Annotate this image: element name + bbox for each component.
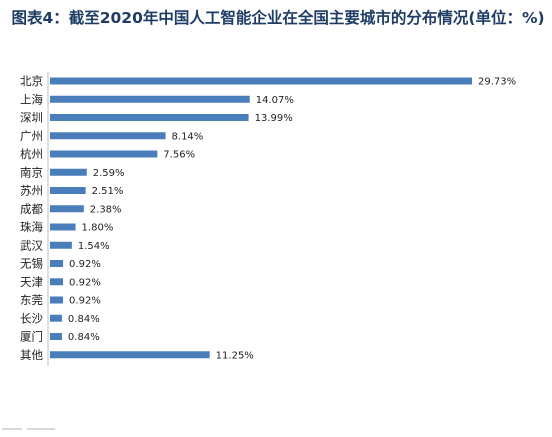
- data-label: 8.14%: [172, 131, 204, 142]
- chart-title: 图表4：截至2020年中国人工智能企业在全国主要城市的分布情况(单位：%): [11, 9, 545, 27]
- data-label: 0.92%: [69, 296, 101, 307]
- category-label: 无锡: [20, 257, 43, 271]
- category-label: 长沙: [20, 311, 43, 325]
- bar: [50, 278, 64, 286]
- bar: [50, 205, 84, 213]
- bar: [50, 114, 249, 121]
- category-label: 东莞: [20, 293, 43, 307]
- data-label: 29.73%: [478, 77, 516, 88]
- bar: [50, 168, 87, 176]
- category-label: 天津: [20, 275, 43, 289]
- data-label: 2.59%: [93, 168, 125, 179]
- bar: [50, 333, 62, 340]
- data-label: 1.80%: [82, 223, 114, 234]
- category-label: 杭州: [20, 147, 43, 161]
- category-label: 上海: [20, 92, 43, 106]
- category-label: 其他: [20, 348, 43, 362]
- category-label: 厦门: [20, 330, 43, 344]
- bar: [50, 296, 64, 304]
- data-label: 0.84%: [68, 314, 100, 325]
- data-label: 13.99%: [255, 113, 293, 124]
- data-label: 0.92%: [69, 277, 101, 288]
- bar: [50, 95, 250, 103]
- data-label: 0.84%: [68, 332, 100, 343]
- category-label: 北京: [20, 74, 43, 88]
- bar: [50, 241, 72, 249]
- bar: [50, 150, 158, 158]
- data-label: 0.92%: [69, 259, 101, 270]
- category-label: 武汉: [20, 238, 43, 252]
- data-label: 1.54%: [78, 241, 110, 252]
- bar: [50, 314, 62, 322]
- bar: [50, 187, 86, 194]
- category-label: 苏州: [20, 184, 43, 198]
- bar: [50, 260, 64, 267]
- data-label: 2.51%: [92, 186, 124, 197]
- category-label: 南京: [20, 165, 43, 179]
- category-label: 成都: [20, 202, 43, 216]
- bar: [50, 351, 210, 359]
- category-label: 珠海: [20, 220, 43, 234]
- data-label: 2.38%: [90, 204, 122, 215]
- category-label: 深圳: [20, 111, 43, 125]
- data-label: 14.07%: [256, 95, 294, 106]
- bar: [50, 223, 76, 231]
- bar: [50, 132, 166, 140]
- data-label: 11.25%: [216, 350, 254, 361]
- footer-source-faint: [2, 418, 62, 430]
- category-label: 广州: [20, 129, 43, 143]
- bar: [50, 77, 472, 85]
- data-label: 7.56%: [163, 150, 195, 161]
